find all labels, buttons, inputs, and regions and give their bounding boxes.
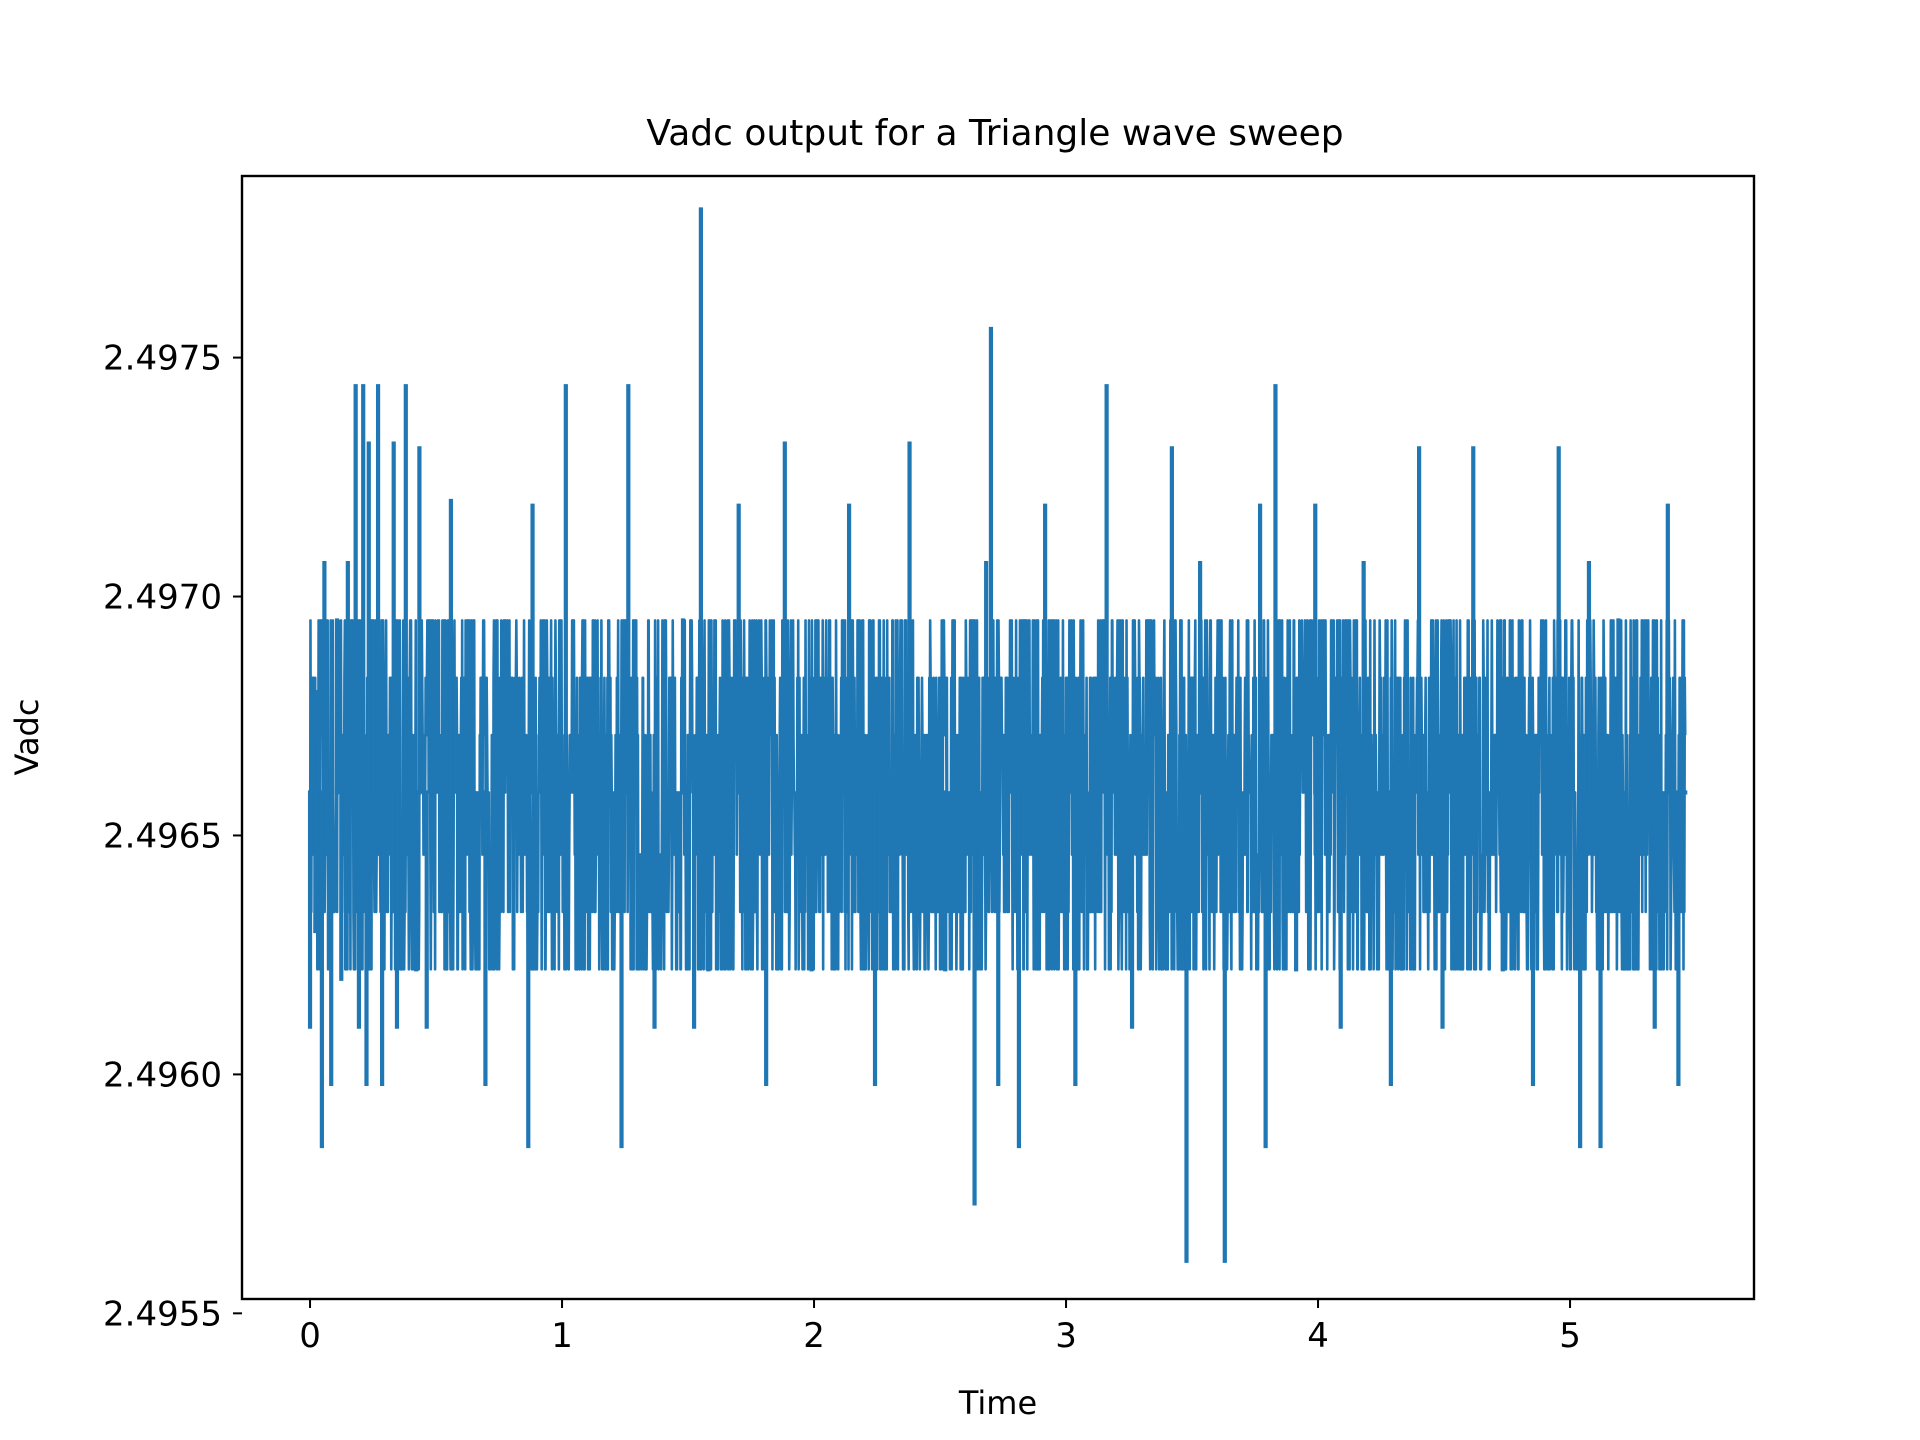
x-tick-label: 3 — [1055, 1316, 1077, 1356]
x-tick-label: 2 — [803, 1316, 825, 1356]
y-axis-label: Vadc — [8, 699, 46, 776]
x-tick-label: 5 — [1559, 1316, 1581, 1356]
y-axis: 2.4955 2.4960 2.4965 2.4970 2.4975 — [103, 339, 242, 1334]
y-tick-label: 2.4975 — [103, 339, 222, 379]
y-tick-label: 2.4965 — [103, 816, 222, 856]
x-tick-label: 4 — [1307, 1316, 1329, 1356]
chart-title: Vadc output for a Triangle wave sweep — [646, 113, 1343, 154]
y-tick-label: 2.4970 — [103, 578, 222, 618]
series-layer — [307, 207, 1688, 1263]
plot-frame — [240, 174, 1756, 1301]
x-axis: 0 1 2 3 4 5 — [299, 1299, 1581, 1356]
x-axis-label: Time — [958, 1384, 1037, 1422]
x-tick-label: 1 — [551, 1316, 573, 1356]
y-tick-label: 2.4960 — [103, 1055, 222, 1095]
y-tick-label: 2.4955 — [103, 1294, 222, 1334]
x-tick-label: 0 — [299, 1316, 321, 1356]
